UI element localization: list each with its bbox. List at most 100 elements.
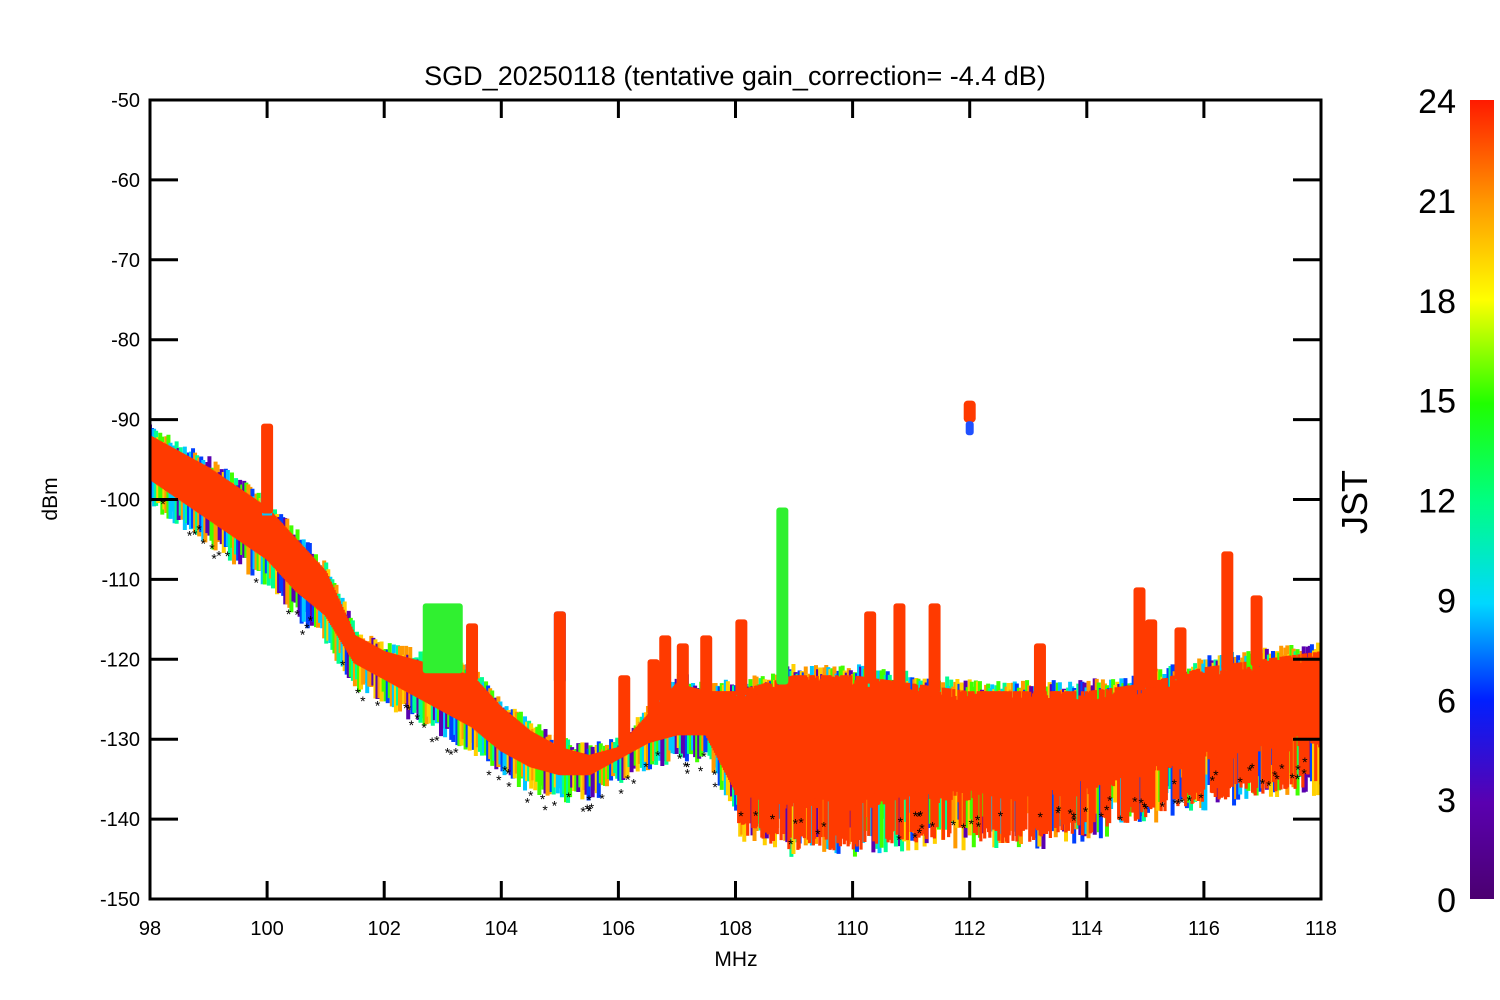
outlier-point: * [917, 825, 923, 841]
outlier-point: * [409, 717, 415, 733]
outlier-point: * [969, 816, 975, 832]
outlier-point: * [898, 814, 904, 830]
outlier-point: * [919, 820, 925, 836]
outlier-point: * [1249, 760, 1255, 776]
outlier-point: * [1104, 802, 1110, 818]
outlier-point: * [1171, 776, 1177, 792]
outlier-point: * [753, 808, 759, 824]
peak-mark [618, 675, 631, 747]
outlier-point: * [1266, 778, 1272, 794]
outlier-point: * [1179, 795, 1185, 811]
outlier-point: * [1301, 766, 1307, 782]
colorbar-tick-label: 3 [1437, 782, 1456, 820]
y-tick-label: -150 [100, 889, 140, 911]
x-tick-label: 102 [368, 918, 401, 940]
x-tick-label: 116 [1188, 918, 1220, 940]
outlier-point: * [913, 808, 919, 824]
outlier-point: * [655, 748, 661, 764]
outlier-point: * [912, 830, 918, 846]
peak-mark [963, 400, 976, 423]
data-layer: ************* ******* **** **** ***** *** ****… [150, 400, 1321, 857]
outlier-point: * [1198, 790, 1204, 806]
outlier-point: * [951, 817, 957, 833]
outlier-point: * [496, 772, 502, 788]
outlier-point: * [1274, 771, 1280, 787]
y-tick-label: -140 [100, 809, 140, 831]
outlier-point: * [1071, 812, 1077, 828]
outlier-point: * [1172, 796, 1178, 812]
outlier-point: * [528, 787, 534, 803]
outlier-point: * [1067, 806, 1073, 822]
colorbar-label: JST [1334, 470, 1375, 534]
outlier-point: * [586, 803, 592, 819]
outlier-point: * [192, 527, 198, 543]
colorbar-tick-label: 0 [1437, 882, 1456, 920]
peak-mark [1174, 627, 1187, 680]
outlier-point: * [698, 763, 704, 779]
outlier-point: * [434, 733, 440, 749]
outlier-point: * [486, 767, 492, 783]
y-axis: -50 -60 -70 -80 -90 -100 -110 -120 -130 -140 -150 [100, 90, 1321, 911]
outlier-point: * [585, 801, 591, 817]
y-tick-label: -110 [101, 569, 140, 591]
outlier-point: * [445, 744, 451, 760]
outlier-point: * [502, 763, 508, 779]
outlier-point: * [961, 820, 967, 836]
outlier-point: * [1237, 774, 1243, 790]
outlier-point: * [453, 744, 459, 760]
outlier-point: * [304, 620, 310, 636]
outlier-point: * [209, 540, 215, 556]
peak-mark [1145, 619, 1158, 688]
outlier-point: * [821, 819, 827, 835]
outlier-point: * [200, 536, 206, 552]
outlier-point: * [701, 748, 707, 764]
peak-mark [466, 623, 479, 682]
outlier-point: * [685, 759, 691, 775]
outlier-point: * [930, 818, 936, 834]
outlier-point: * [918, 808, 924, 824]
peak-mark [1250, 595, 1263, 667]
outlier-point: * [540, 791, 546, 807]
colorbar [1470, 100, 1494, 899]
outlier-point: * [788, 836, 794, 852]
outlier-point: * [552, 798, 558, 814]
outlier-point: * [506, 779, 512, 795]
peak-mark [553, 611, 566, 754]
colorbar-tick-label: 24 [1418, 83, 1456, 121]
x-tick-label: 106 [602, 918, 635, 940]
outlier-point: * [631, 776, 637, 792]
outlier-point: * [815, 826, 821, 842]
y-tick-label: -50 [111, 90, 140, 112]
peak-mark [864, 611, 877, 684]
outlier-point: * [340, 657, 346, 673]
colorbar-tick-label: 9 [1437, 582, 1456, 620]
y-axis-label: dBm [39, 477, 62, 520]
outlier-point: * [196, 522, 202, 538]
peak-mark [647, 659, 660, 715]
y-tick-label: -70 [111, 250, 140, 272]
colorbar-tick-label: 21 [1418, 183, 1456, 221]
outlier-point: * [1138, 795, 1144, 811]
peak-mark-shadow [965, 421, 974, 436]
colorbar-tick-label: 6 [1437, 682, 1456, 720]
outlier-point: * [254, 575, 260, 591]
x-axis: 98 100 102 104 106 108 110 112 114 116 118 [139, 100, 1337, 940]
outlier-point: * [1055, 805, 1061, 821]
outlier-point: * [1176, 795, 1182, 811]
peak-mark [1221, 551, 1234, 671]
outlier-point: * [1260, 775, 1266, 791]
outlier-point: * [355, 685, 361, 701]
outlier-point: * [421, 719, 427, 735]
outlier-point: * [429, 734, 435, 750]
outlier-point: * [1272, 768, 1278, 784]
outlier-point: * [712, 766, 718, 782]
outlier-point: * [1187, 793, 1193, 809]
y-tick-label: -60 [111, 170, 140, 192]
outlier-point: * [643, 759, 649, 775]
x-tick-label: 112 [954, 918, 986, 940]
outlier-point: * [916, 809, 922, 825]
outlier-point: * [406, 701, 412, 717]
outlier-point: * [375, 698, 381, 714]
outlier-point: * [587, 803, 593, 819]
outlier-point: * [448, 746, 454, 762]
